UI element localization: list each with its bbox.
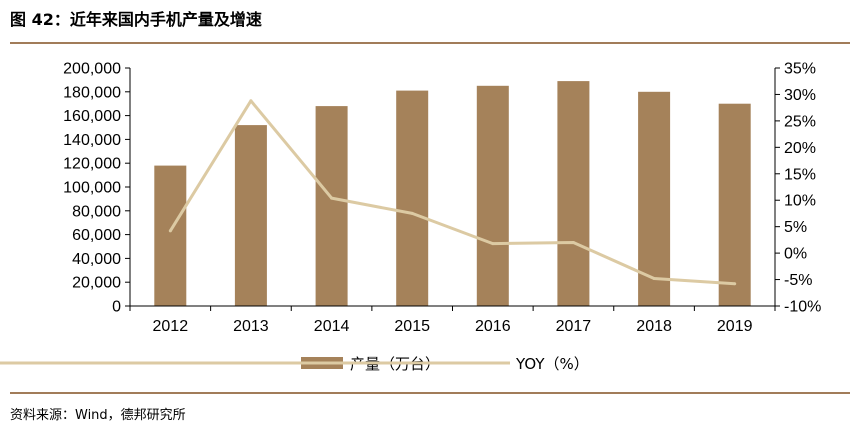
x-tick-label: 2014 <box>314 318 350 335</box>
x-tick-label: 2015 <box>394 318 430 335</box>
source-rule <box>10 392 850 394</box>
bar-2019 <box>718 103 751 306</box>
tick-labels: 0 20,000 40,000 60,000 80,000 100,000 120,000 1… <box>63 61 821 336</box>
y-left-tick-label: 20,000 <box>72 275 121 292</box>
title-rule <box>10 42 850 44</box>
axes <box>125 67 780 311</box>
bar-2018 <box>638 91 671 306</box>
bar-2017 <box>557 81 590 306</box>
bar-2016 <box>476 85 509 306</box>
legend: 产量（万台） YOY（%） <box>0 355 589 373</box>
y-right-tick-label: 15% <box>784 166 816 183</box>
bar-2012 <box>154 165 187 306</box>
x-tick-label: 2013 <box>233 318 269 335</box>
x-tick-label: 2016 <box>475 318 511 335</box>
y-left-tick-label: 80,000 <box>72 203 121 220</box>
yoy-point-2014 <box>330 196 334 200</box>
yoy-point-2012 <box>168 229 172 233</box>
y-left-tick-label: 140,000 <box>63 132 121 149</box>
x-tick-label: 2012 <box>153 318 189 335</box>
yoy-point-2017 <box>571 241 575 244</box>
y-right-tick-label: 30% <box>784 87 816 104</box>
y-left-tick-label: 40,000 <box>72 251 121 268</box>
legend-line-label: YOY（%） <box>515 355 589 373</box>
yoy-point-2018 <box>652 277 656 280</box>
figure-title: 图 42：近年来国内手机产量及增速 <box>10 10 262 29</box>
x-tick-label: 2019 <box>717 318 753 335</box>
y-left-tick-label: 60,000 <box>72 227 121 244</box>
yoy-point-2015 <box>410 211 414 215</box>
bar-series <box>154 81 751 306</box>
x-tick-label: 2018 <box>636 318 672 335</box>
y-right-tick-label: 35% <box>784 61 816 78</box>
y-left-tick-label: 100,000 <box>63 180 121 197</box>
y-right-tick-label: 5% <box>784 219 807 236</box>
yoy-point-2016 <box>491 242 495 246</box>
bar-2013 <box>234 125 267 306</box>
bar-2014 <box>315 106 348 306</box>
yoy-line <box>169 99 735 286</box>
y-right-tick-label: 0% <box>784 246 807 263</box>
y-right-tick-label: -5% <box>784 272 812 289</box>
y-right-tick-label: -10% <box>784 299 821 316</box>
chart: 0 20,000 40,000 60,000 80,000 100,000 120,000 1… <box>0 61 821 373</box>
y-right-tick-label: 20% <box>784 140 816 157</box>
bar-2015 <box>396 90 429 306</box>
y-left-tick-label: 0 <box>112 299 121 316</box>
y-left-tick-label: 160,000 <box>63 108 121 125</box>
y-right-tick-label: 25% <box>784 113 816 130</box>
y-left-tick-label: 200,000 <box>63 61 121 78</box>
source-note: 资料来源：Wind，德邦研究所 <box>10 408 186 423</box>
yoy-point-2019 <box>733 282 737 286</box>
y-right-tick-label: 10% <box>784 193 816 210</box>
line-series <box>168 99 737 286</box>
x-tick-label: 2017 <box>556 318 592 335</box>
y-left-tick-label: 120,000 <box>63 156 121 173</box>
yoy-point-2013 <box>249 99 253 103</box>
y-left-tick-label: 180,000 <box>63 84 121 101</box>
